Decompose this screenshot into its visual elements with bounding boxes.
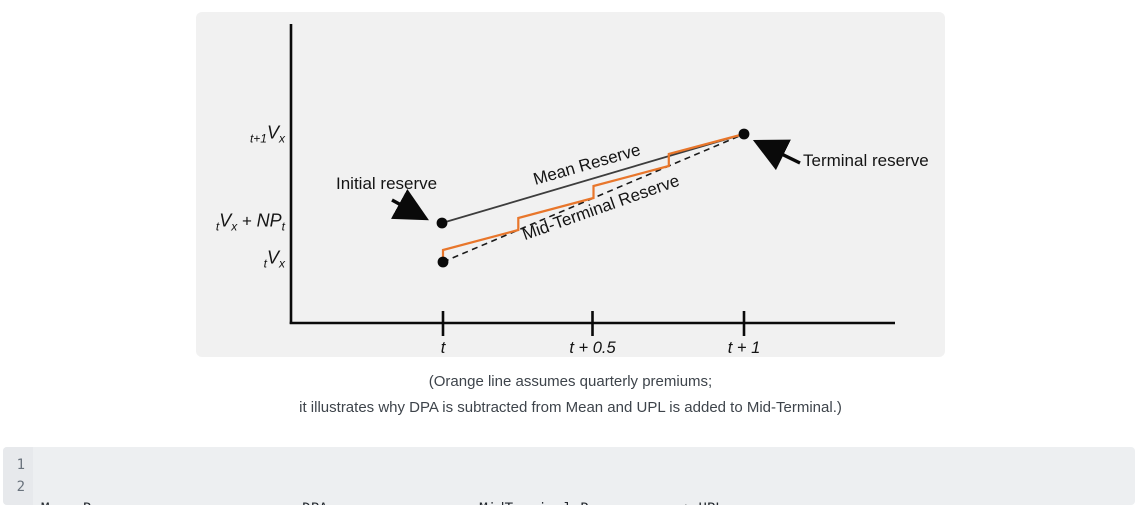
y-label-terminal-reserve: t+1Vx xyxy=(196,123,285,146)
figure-caption-line2: it illustrates why DPA is subtracted fro… xyxy=(299,399,842,416)
y-label-bot-sub: x xyxy=(279,256,285,271)
line-number: 1 xyxy=(16,457,25,473)
reserve-diagram-panel: t+1Vx tVx + NPt tVx t t + 0.5 t + 1 Init… xyxy=(196,12,945,357)
y-label-bot-var: V xyxy=(266,247,279,268)
y-label-bot-presub: t xyxy=(263,256,267,271)
code-lines: Mean_Reserve - DPA = MidTerminal_Reserve… xyxy=(33,447,1111,505)
y-label-mid-var2: NP xyxy=(256,210,282,231)
figure-caption-line1: (Orange line assumes quarterly premiums; xyxy=(428,373,713,390)
code-line-mean-reserve-equation: Mean_Reserve - DPA = MidTerminal_Reserve… xyxy=(41,498,1111,505)
x-tick-label-t: t xyxy=(440,339,446,357)
y-label-mid-sub2: t xyxy=(281,219,285,234)
terminal-reserve-at-t-point xyxy=(437,256,449,268)
y-label-mid-op: + xyxy=(237,211,257,231)
x-tick-label-t-plus-half: t + 0.5 xyxy=(569,339,616,357)
mid-terminal-reserve-line xyxy=(442,133,745,263)
y-label-top-var: V xyxy=(266,122,279,143)
y-label-top-presub: t+1 xyxy=(249,131,267,146)
terminal-reserve-point xyxy=(738,128,750,140)
x-tick-label-t-plus-one: t + 1 xyxy=(727,339,761,357)
y-label-terminal-at-t: tVx xyxy=(196,248,285,271)
formula-code-block: 1 2 Mean_Reserve - DPA = MidTerminal_Res… xyxy=(3,447,1135,505)
quarterly-premium-step-line xyxy=(441,132,745,262)
y-label-initial-reserve: tVx + NPt xyxy=(196,211,285,234)
line-number-gutter: 1 2 xyxy=(3,447,33,505)
initial-reserve-label: Initial reserve xyxy=(336,174,438,193)
line-number: 2 xyxy=(16,479,25,495)
mean-reserve-line xyxy=(441,133,745,224)
terminal-reserve-label: Terminal reserve xyxy=(803,151,929,170)
y-label-top-sub: x xyxy=(279,131,285,146)
y-label-mid-sub: x xyxy=(231,219,238,234)
reserve-diagram-canvas xyxy=(289,24,895,336)
figure-caption: (Orange line assumes quarterly premiums;… xyxy=(196,369,945,421)
initial-reserve-point xyxy=(436,217,448,229)
y-label-mid-var: V xyxy=(219,210,232,231)
initial-reserve-arrow xyxy=(390,189,429,221)
y-label-mid-presub: t xyxy=(215,219,220,234)
terminal-reserve-arrow xyxy=(752,139,801,171)
